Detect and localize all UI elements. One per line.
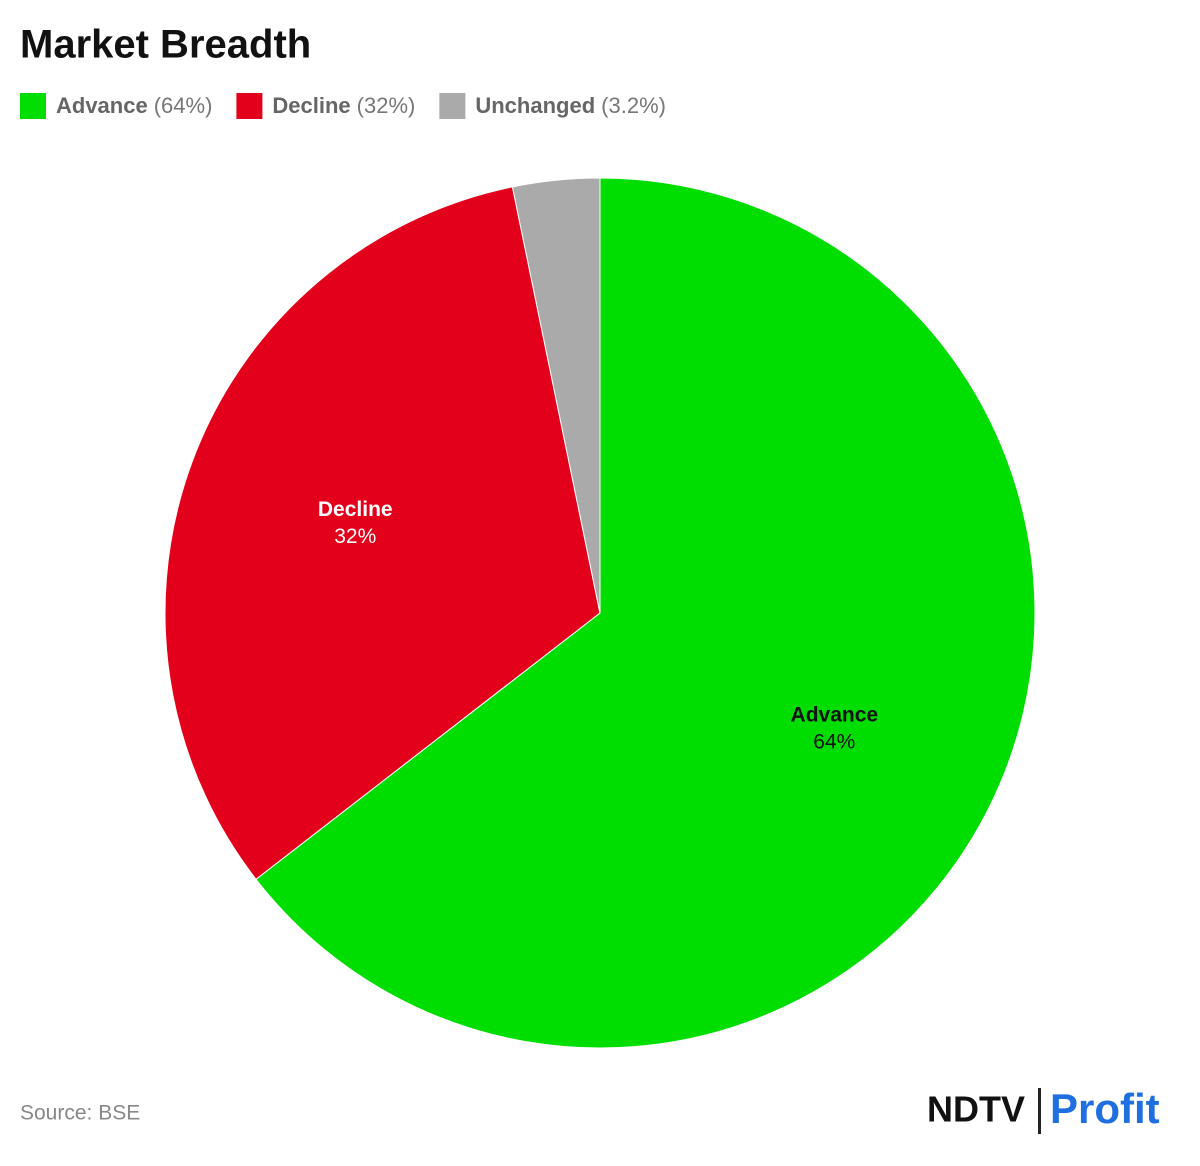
legend-value: (32%) bbox=[357, 93, 416, 118]
slice-value: 64% bbox=[813, 730, 855, 753]
legend-label: Advance bbox=[56, 93, 148, 118]
legend-label: Unchanged bbox=[475, 93, 595, 118]
slice-label: Decline bbox=[318, 498, 393, 521]
pie: Advance 64% Decline 32% bbox=[164, 177, 1036, 1049]
pie-slice bbox=[255, 177, 1036, 1049]
legend-value: (3.2%) bbox=[601, 93, 666, 118]
legend: Advance (64%) Decline (32%) Unchanged (3.2%) bbox=[20, 93, 666, 119]
chart-title: Market Breadth bbox=[20, 23, 311, 67]
pie-slice bbox=[511, 177, 601, 614]
pie-slice bbox=[164, 186, 601, 880]
brand-divider bbox=[1038, 1088, 1041, 1134]
legend-value: (64%) bbox=[154, 93, 213, 118]
brand-profit: Profit bbox=[1050, 1085, 1160, 1132]
legend-swatch bbox=[20, 93, 46, 119]
legend-swatch bbox=[236, 93, 263, 119]
slice-label: Advance bbox=[791, 703, 879, 726]
legend-swatch bbox=[439, 93, 466, 119]
source: Source: BSE bbox=[20, 1102, 140, 1125]
legend-label: Decline bbox=[272, 93, 350, 118]
slice-value: 32% bbox=[334, 525, 376, 548]
brand-ndtv: NDTV bbox=[927, 1089, 1025, 1130]
